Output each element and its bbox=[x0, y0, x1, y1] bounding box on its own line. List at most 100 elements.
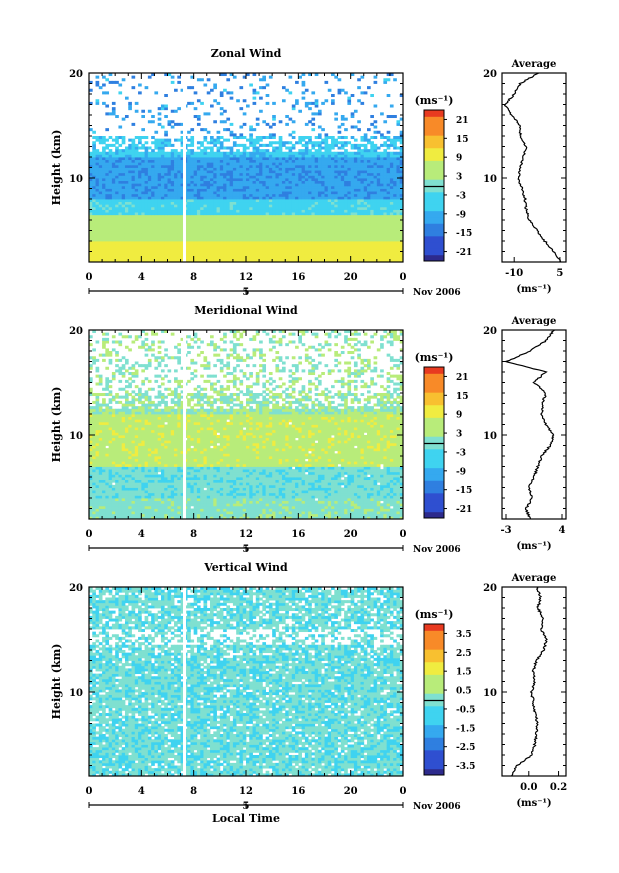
heatmap-cell bbox=[334, 183, 338, 186]
heatmap-cell bbox=[161, 191, 165, 194]
heatmap-cell bbox=[171, 189, 175, 192]
heatmap-cell bbox=[347, 160, 351, 163]
heatmap-cell bbox=[367, 254, 371, 257]
heatmap-cell bbox=[289, 225, 293, 228]
heatmap-cell bbox=[341, 207, 345, 210]
heatmap-cell bbox=[256, 246, 260, 249]
heatmap-cell bbox=[158, 112, 162, 115]
heatmap-cell bbox=[200, 207, 204, 210]
heatmap-cell bbox=[315, 152, 319, 155]
heatmap-cell bbox=[256, 175, 260, 178]
heatmap-cell bbox=[151, 141, 155, 144]
heatmap-cell bbox=[177, 183, 181, 186]
heatmap-cell bbox=[256, 231, 260, 234]
heatmap-cell bbox=[275, 236, 279, 239]
heatmap-cell bbox=[200, 202, 204, 205]
heatmap-cell bbox=[269, 238, 273, 241]
heatmap-cell bbox=[321, 236, 325, 239]
heatmap-cell bbox=[230, 173, 234, 176]
heatmap-cell bbox=[282, 217, 286, 220]
heatmap-cell bbox=[246, 178, 250, 181]
heatmap-cell bbox=[253, 160, 257, 163]
heatmap-cell bbox=[298, 212, 302, 215]
heatmap-cell bbox=[203, 225, 207, 228]
heatmap-cell bbox=[203, 199, 207, 202]
heatmap-cell bbox=[357, 199, 361, 202]
heatmap-cell bbox=[145, 183, 149, 186]
heatmap-cell bbox=[246, 152, 250, 155]
heatmap-cell bbox=[239, 160, 243, 163]
heatmap-cell bbox=[387, 178, 391, 181]
heatmap-cell bbox=[383, 170, 387, 173]
heatmap-cell bbox=[161, 105, 165, 108]
heatmap-cell bbox=[272, 115, 276, 118]
heatmap-cell bbox=[262, 120, 266, 123]
heatmap-cell bbox=[161, 254, 165, 257]
heatmap-cell bbox=[285, 141, 289, 144]
heatmap-cell bbox=[177, 231, 181, 234]
heatmap-cell bbox=[298, 233, 302, 236]
heatmap-cell bbox=[105, 144, 109, 147]
heatmap-cell bbox=[351, 144, 355, 147]
heatmap-cell bbox=[298, 236, 302, 239]
heatmap-cell bbox=[383, 141, 387, 144]
heatmap-cell bbox=[233, 152, 237, 155]
heatmap-cell bbox=[396, 196, 400, 199]
heatmap-cell bbox=[390, 236, 394, 239]
heatmap-cell bbox=[266, 202, 270, 205]
heatmap-cell bbox=[318, 168, 322, 171]
heatmap-cell bbox=[360, 76, 364, 79]
heatmap-cell bbox=[308, 102, 312, 105]
heatmap-cell bbox=[174, 231, 178, 234]
heatmap-cell bbox=[325, 244, 329, 247]
heatmap-cell bbox=[396, 217, 400, 220]
heatmap-cell bbox=[249, 128, 253, 131]
heatmap-cell bbox=[230, 170, 234, 173]
heatmap-cell bbox=[243, 210, 247, 213]
heatmap-cell bbox=[161, 139, 165, 142]
heatmap-cell bbox=[364, 139, 368, 142]
heatmap-cell bbox=[230, 133, 234, 136]
heatmap-cell bbox=[141, 147, 145, 150]
heatmap-cell bbox=[249, 257, 253, 260]
heatmap-cell bbox=[109, 149, 113, 152]
heatmap-cell bbox=[259, 194, 263, 197]
heatmap-cell bbox=[266, 225, 270, 228]
heatmap-cell bbox=[154, 252, 158, 255]
heatmap-cell bbox=[223, 217, 227, 220]
heatmap-cell bbox=[266, 244, 270, 247]
heatmap-cell bbox=[109, 178, 113, 181]
heatmap-cell bbox=[154, 225, 158, 228]
heatmap-cell bbox=[230, 199, 234, 202]
heatmap-cell bbox=[380, 189, 384, 192]
heatmap-cell bbox=[220, 107, 224, 110]
heatmap-cell bbox=[174, 152, 178, 155]
heatmap-cell bbox=[396, 139, 400, 142]
heatmap-cell bbox=[289, 210, 293, 213]
heatmap-cell bbox=[112, 139, 116, 142]
heatmap-cell bbox=[308, 246, 312, 249]
heatmap-cell bbox=[321, 175, 325, 178]
heatmap-cell bbox=[289, 191, 293, 194]
heatmap-cell bbox=[154, 238, 158, 241]
heatmap-cell bbox=[128, 225, 132, 228]
heatmap-cell bbox=[321, 147, 325, 150]
heatmap-cell bbox=[230, 91, 234, 94]
heatmap-cell bbox=[210, 257, 214, 260]
heatmap-cell bbox=[253, 178, 257, 181]
heatmap-cell bbox=[338, 215, 342, 218]
heatmap-cell bbox=[272, 102, 276, 105]
heatmap-cell bbox=[341, 254, 345, 257]
heatmap-cell bbox=[217, 175, 221, 178]
heatmap-cell bbox=[128, 107, 132, 110]
heatmap-cell bbox=[223, 110, 227, 113]
heatmap-cell bbox=[213, 199, 217, 202]
heatmap-cell bbox=[318, 220, 322, 223]
heatmap-cell bbox=[377, 225, 381, 228]
heatmap-cell bbox=[259, 244, 263, 247]
heatmap-cell bbox=[220, 181, 224, 184]
heatmap-cell bbox=[351, 186, 355, 189]
heatmap-cell bbox=[390, 217, 394, 220]
heatmap-cell bbox=[190, 175, 194, 178]
heatmap-cell bbox=[239, 189, 243, 192]
